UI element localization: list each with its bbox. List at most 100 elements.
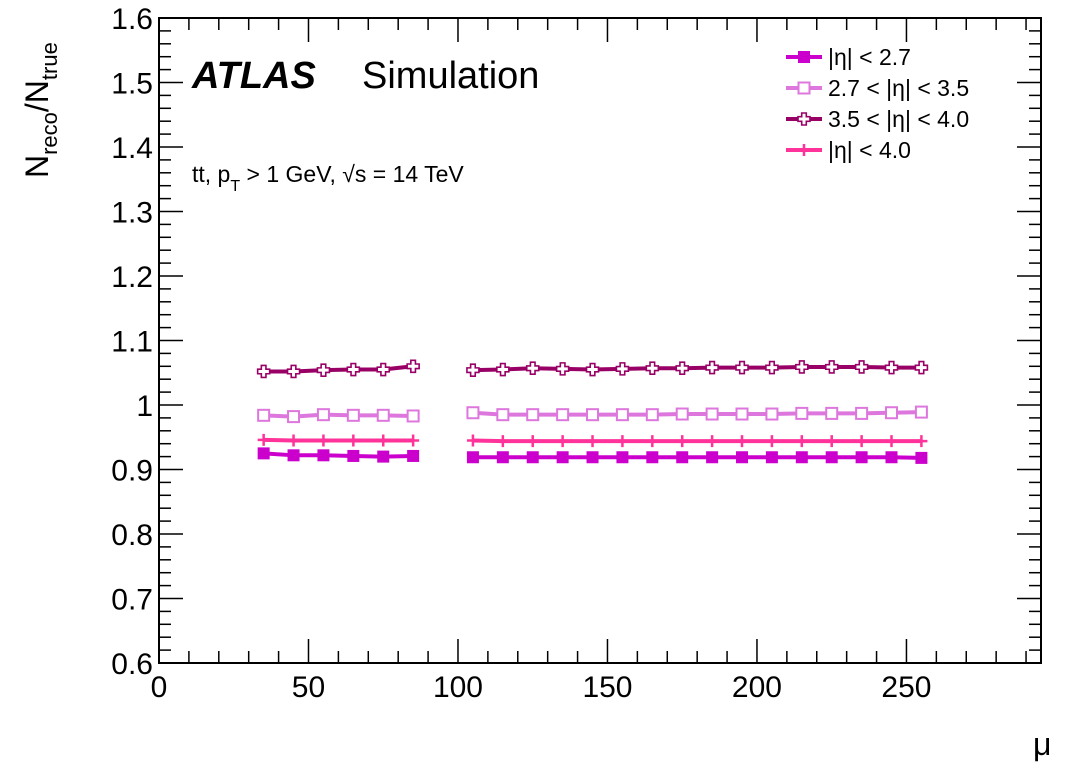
data-point [317,434,330,447]
info-text: tt, pT > 1 GeV, √s = 14 TeV [192,161,464,195]
data-point [706,451,719,464]
data-point [317,449,330,462]
info-cut: > 1 GeV, [240,161,342,187]
y-tick-label: 0.7 [111,584,153,617]
series-line [472,438,922,444]
series-2 [257,405,928,424]
data-point [347,434,360,447]
data-point [496,451,509,464]
data-point [346,362,361,377]
data-point [705,360,719,375]
data-point [915,451,928,464]
data-point [526,408,540,422]
y-title-num: N [19,155,55,178]
data-point [615,362,630,376]
data-point [854,360,869,374]
data-point [287,434,300,447]
y-tick-label: 1.5 [111,68,153,101]
y-title-den-sub: true [37,42,62,80]
legend-label: 3.5 < |η| < 4.0 [828,106,969,132]
data-point [376,362,391,377]
data-point [466,406,480,420]
data-point [526,435,539,448]
data-point [525,361,540,376]
data-point [466,434,479,447]
data-point [496,362,510,377]
data-point [556,408,570,422]
x-tick-label: 100 [433,671,483,704]
data-point [556,435,569,448]
data-point [825,435,838,448]
series-line [263,412,414,419]
data-point [466,363,480,377]
data-point [915,435,928,448]
data-point [286,364,301,379]
data-point [705,407,719,421]
data-point [855,406,869,420]
sqrt-symbol: √ [342,161,355,187]
data-point [676,451,689,464]
legend-label: 2.7 < |η| < 3.5 [828,75,969,101]
data-point [735,407,749,421]
data-point [795,360,809,374]
data-point [676,435,689,448]
data-point [706,435,719,448]
data-point [855,451,868,464]
series-line [263,364,414,374]
data-point [407,449,420,462]
data-point [346,408,360,422]
data-point [526,451,539,464]
data-point [645,408,659,422]
legend-entry: 2.7 < |η| < 3.5 [786,75,969,101]
data-point [765,407,779,421]
y-tick-label: 0.9 [111,455,153,488]
data-point [257,447,270,460]
data-point [675,407,689,421]
series-line [263,437,414,443]
data-point [646,451,659,464]
x-tick-label: 50 [292,671,325,704]
info-pt-sub: T [230,178,240,195]
data-point [466,451,479,464]
y-tick-label: 1.4 [111,132,153,165]
data-point [914,405,928,419]
series-3 [256,359,929,379]
data-point [825,451,838,464]
data-point [825,406,839,420]
data-point [885,406,899,420]
data-point [765,451,778,464]
data-point [257,433,270,446]
legend-label: |η| < 2.7 [828,44,911,70]
data-point [736,435,749,448]
data-point [256,364,271,379]
data-point [376,408,390,422]
data-point [556,451,569,464]
x-tick-label: 150 [582,671,632,704]
data-point [735,360,749,375]
data-point [347,449,360,462]
y-tick-label: 1.6 [111,3,153,36]
data-point [795,451,808,464]
info-energy: s = 14 TeV [355,161,465,187]
data-point [795,435,808,448]
data-point [645,361,660,376]
x-tick-label: 200 [732,671,782,704]
data-point [377,450,390,463]
legend-marker [798,144,810,156]
data-point [736,451,749,464]
y-title-num-sub: reco [37,112,62,155]
data-point [885,435,898,448]
data-point [765,360,779,375]
legend-label: |η| < 4.0 [828,137,911,163]
data-point [615,408,629,422]
x-axis-title: μ [1033,726,1051,762]
legend-marker [798,51,810,63]
data-point [257,408,271,422]
data-point [884,360,899,375]
axes: 0 50 100 150 200 250 0.6 0.7 0.8 0.9 1 1.1 1.2 1.3 1.4… [111,3,1042,704]
y-tick-label: 1.1 [111,326,153,359]
data-point [555,362,570,376]
data-point [586,408,600,422]
y-tick-label: 0.6 [111,648,153,681]
legend-marker [797,112,811,126]
